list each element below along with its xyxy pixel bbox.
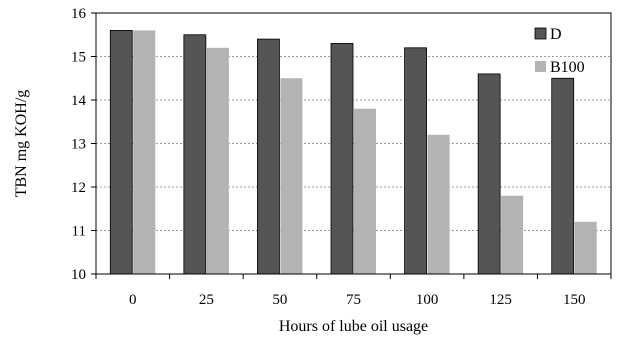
y-axis-ticks: 10 11 12 13 14 15 16 [71,6,96,283]
x-tick-label: 25 [199,292,214,308]
legend-swatch-d [534,27,547,40]
y-tick-label: 12 [71,180,86,196]
bar-b100-50 [280,78,303,274]
y-axis-title: TBN mg KOH/g [13,90,30,198]
bar-d-125 [477,73,501,275]
y-tick-label: 10 [71,267,86,283]
legend-label-d: D [550,26,562,43]
x-tick-label: 150 [563,292,586,308]
x-tick-label: 125 [489,292,512,308]
bar-b100-150 [574,221,597,274]
y-tick-label: 13 [71,137,86,153]
bar-b100-75 [354,108,376,274]
y-tick-label: 16 [71,6,87,22]
bar-d-150 [551,77,575,275]
y-tick-label: 15 [71,50,86,66]
bar-b100-0 [133,30,156,275]
y-tick-label: 11 [72,224,86,240]
legend: D B100 [534,26,585,76]
bar-d-0 [109,29,133,275]
bar-b100-100 [427,134,450,274]
x-axis-ticks: 0 25 50 75 100 125 150 [95,274,612,308]
y-tick-label: 14 [71,93,87,109]
x-tick-label: 0 [129,292,137,308]
bar-d-75 [330,43,354,275]
bar-b100-25 [206,47,229,274]
bar-b100-125 [501,195,524,274]
x-tick-label: 50 [272,292,287,308]
legend-label-b100: B100 [550,59,585,76]
bar-d-100 [404,47,427,275]
x-tick-label: 100 [416,292,439,308]
x-tick-label: 75 [346,292,361,308]
bars [109,29,597,275]
legend-swatch-b100 [535,61,546,72]
grid-lines [96,56,611,231]
bar-d-50 [257,38,280,275]
x-axis-title: Hours of lube oil usage [279,318,428,335]
bar-d-25 [183,34,207,275]
